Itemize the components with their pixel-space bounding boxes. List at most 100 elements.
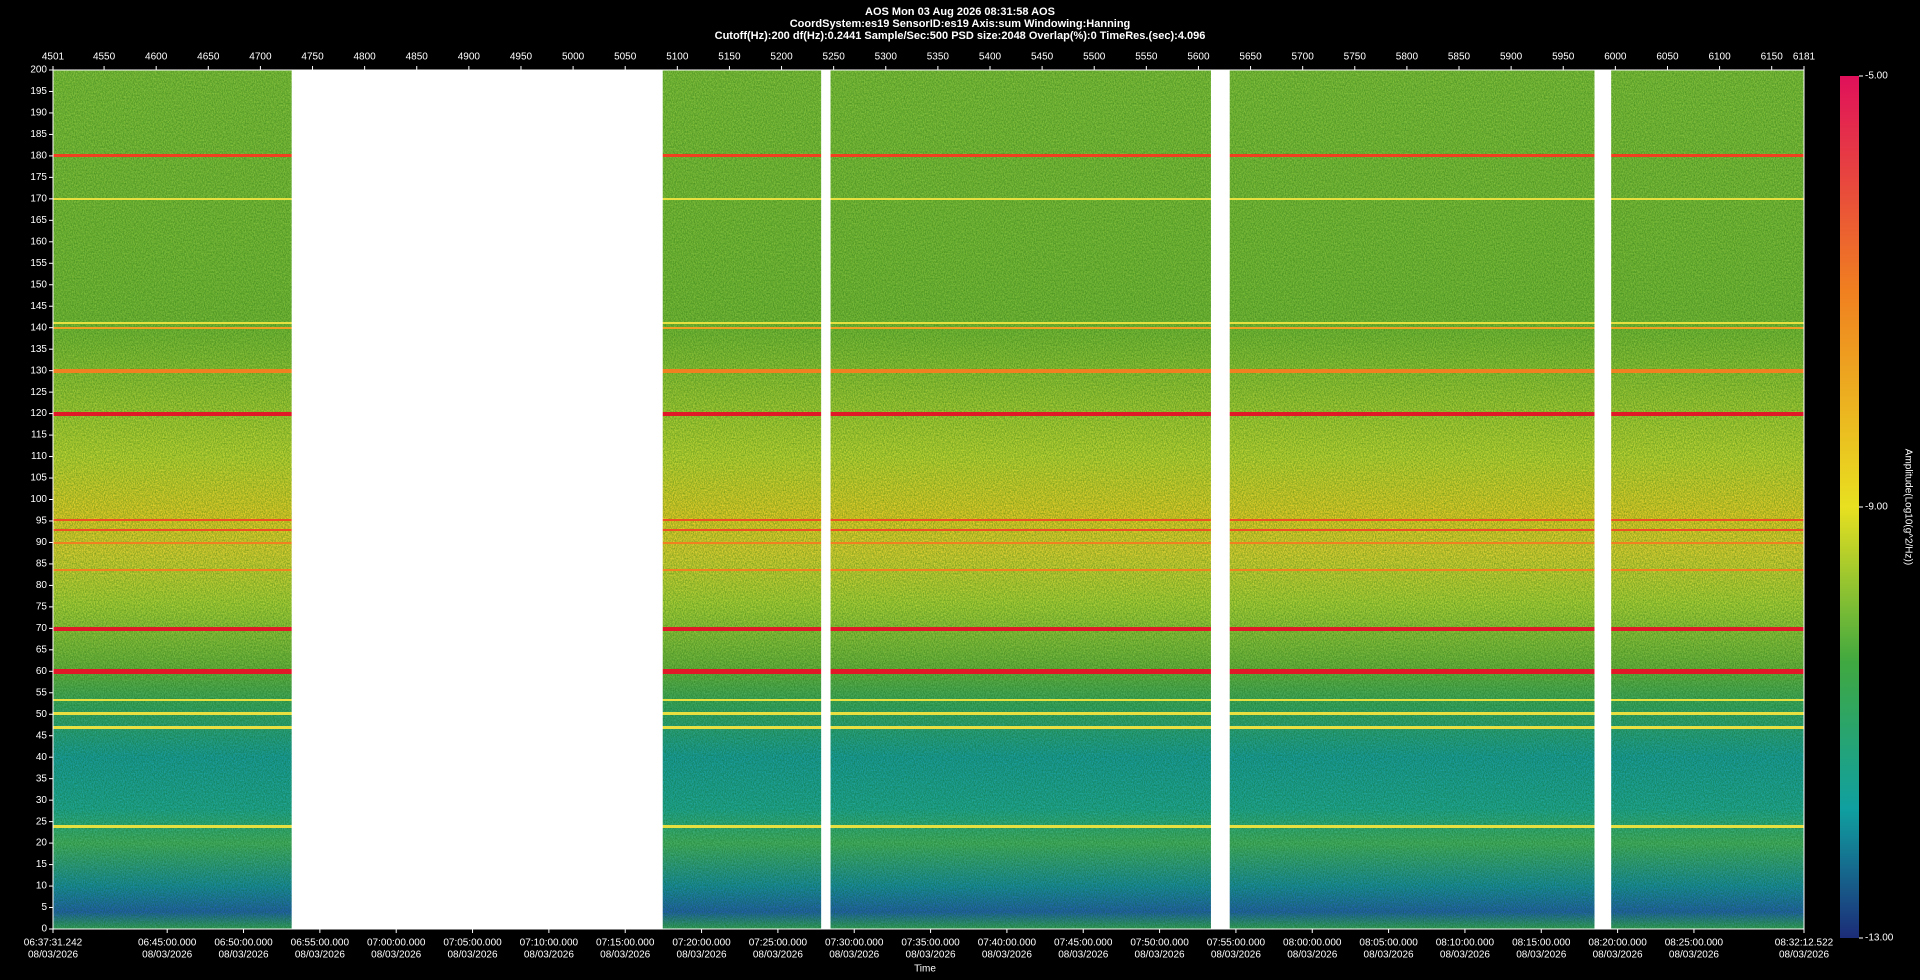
- y-tick-label: 70: [36, 623, 48, 634]
- y-tick-label: 90: [36, 537, 48, 548]
- spectral-line: [53, 825, 1804, 828]
- y-tick-label: 60: [36, 666, 48, 677]
- spectral-line: [53, 327, 1804, 329]
- spectral-line: [53, 519, 1804, 521]
- x-axis-label: Time: [914, 964, 936, 975]
- y-tick-label: 40: [36, 752, 48, 763]
- y-tick-label: 25: [36, 816, 48, 827]
- top-tick-label: 5800: [1396, 52, 1419, 63]
- x-tick-label: 06:37:31.242: [24, 938, 83, 949]
- y-tick-label: 110: [31, 451, 47, 462]
- top-tick-label: 5050: [614, 52, 637, 63]
- y-tick-label: 10: [36, 881, 48, 892]
- x-tick-date: 08/03/2026: [753, 950, 803, 961]
- x-tick-date: 08/03/2026: [218, 950, 268, 961]
- x-tick-label: 07:00:00.000: [367, 938, 426, 949]
- spectral-line: [53, 412, 1804, 416]
- y-tick-label: 0: [41, 924, 47, 935]
- colorbar-label: Amplitude(Log10(g^2/Hz)): [1902, 449, 1913, 565]
- top-tick-label: 5150: [718, 52, 741, 63]
- top-tick-label: 6150: [1761, 52, 1784, 63]
- y-tick-label: 190: [30, 108, 47, 119]
- x-tick-label: 07:20:00.000: [672, 938, 731, 949]
- y-tick-label: 165: [30, 215, 47, 226]
- top-tick-label: 5850: [1448, 52, 1471, 63]
- x-tick-label: 07:55:00.000: [1207, 938, 1266, 949]
- spectral-line: [53, 154, 1804, 157]
- top-tick-label: 4501: [42, 52, 65, 63]
- top-tick-label: 5700: [1292, 52, 1315, 63]
- x-tick-date: 08/03/2026: [1287, 950, 1337, 961]
- x-tick-label: 07:10:00.000: [520, 938, 579, 949]
- y-tick-label: 55: [36, 687, 48, 698]
- y-tick-label: 135: [30, 344, 47, 355]
- y-tick-label: 5: [41, 902, 47, 913]
- spectral-line: [53, 726, 1804, 729]
- y-tick-label: 105: [30, 473, 47, 484]
- y-tick-label: 130: [30, 365, 47, 376]
- top-tick-label: 4700: [249, 52, 272, 63]
- x-tick-label: 06:55:00.000: [291, 938, 350, 949]
- y-tick-label: 160: [30, 236, 47, 247]
- header-line: Cutoff(Hz):200 df(Hz):0.2441 Sample/Sec:…: [715, 30, 1206, 42]
- top-tick-label: 5550: [1135, 52, 1158, 63]
- x-tick-date: 08/03/2026: [295, 950, 345, 961]
- y-tick-label: 195: [30, 86, 47, 97]
- y-tick-label: 35: [36, 773, 48, 784]
- y-tick-label: 155: [30, 258, 47, 269]
- x-tick-date: 08/03/2026: [829, 950, 879, 961]
- top-tick-label: 5400: [979, 52, 1002, 63]
- y-tick-label: 170: [30, 193, 47, 204]
- x-tick-date: 08/03/2026: [1593, 950, 1643, 961]
- no-data-gap: [1594, 70, 1612, 929]
- y-tick-label: 200: [30, 65, 47, 76]
- colorbar: [1840, 76, 1859, 938]
- top-tick-label: 4900: [458, 52, 481, 63]
- y-tick-label: 175: [30, 172, 47, 183]
- spectral-line: [53, 569, 1804, 571]
- top-tick-label: 5500: [1083, 52, 1106, 63]
- spectral-line: [53, 699, 1804, 701]
- top-tick-label: 4550: [93, 52, 116, 63]
- colorbar-tick-label: -13.00: [1865, 933, 1894, 944]
- top-tick-label: 4750: [301, 52, 324, 63]
- x-tick-date: 08/03/2026: [906, 950, 956, 961]
- colorbar-tick-label: -5.00: [1865, 71, 1888, 82]
- no-data-gap: [821, 70, 831, 929]
- y-tick-label: 20: [36, 838, 48, 849]
- x-tick-label: 08:32:12.522: [1775, 938, 1834, 949]
- y-tick-label: 140: [30, 322, 47, 333]
- y-tick-label: 125: [30, 387, 47, 398]
- top-tick-label: 5250: [823, 52, 846, 63]
- y-tick-label: 65: [36, 644, 48, 655]
- spectral-line: [53, 712, 1804, 715]
- y-tick-label: 45: [36, 730, 48, 741]
- x-tick-date: 08/03/2026: [28, 950, 78, 961]
- y-tick-label: 15: [36, 859, 48, 870]
- chart-title: AOS Mon 03 Aug 2026 08:31:58 AOS: [865, 6, 1055, 18]
- y-tick-label: 180: [30, 151, 47, 162]
- x-tick-label: 07:05:00.000: [443, 938, 502, 949]
- spectral-line: [53, 322, 1804, 324]
- y-tick-label: 80: [36, 580, 48, 591]
- top-tick-label: 6100: [1708, 52, 1731, 63]
- top-tick-label: 5000: [562, 52, 585, 63]
- x-tick-label: 08:10:00.000: [1436, 938, 1495, 949]
- x-tick-date: 08/03/2026: [982, 950, 1032, 961]
- top-tick-label: 5200: [770, 52, 793, 63]
- y-tick-label: 50: [36, 709, 48, 720]
- y-tick-label: 100: [30, 494, 47, 505]
- top-tick-label: 6181: [1793, 52, 1816, 63]
- x-tick-label: 08:25:00.000: [1665, 938, 1724, 949]
- top-tick-label: 5600: [1187, 52, 1210, 63]
- colorbar-tick-label: -9.00: [1865, 502, 1888, 513]
- x-tick-date: 08/03/2026: [1516, 950, 1566, 961]
- x-tick-date: 08/03/2026: [371, 950, 421, 961]
- x-tick-date: 08/03/2026: [1669, 950, 1719, 961]
- spectral-line: [53, 542, 1804, 544]
- x-tick-label: 06:45:00.000: [138, 938, 197, 949]
- x-tick-label: 07:45:00.000: [1054, 938, 1113, 949]
- top-tick-label: 5350: [927, 52, 950, 63]
